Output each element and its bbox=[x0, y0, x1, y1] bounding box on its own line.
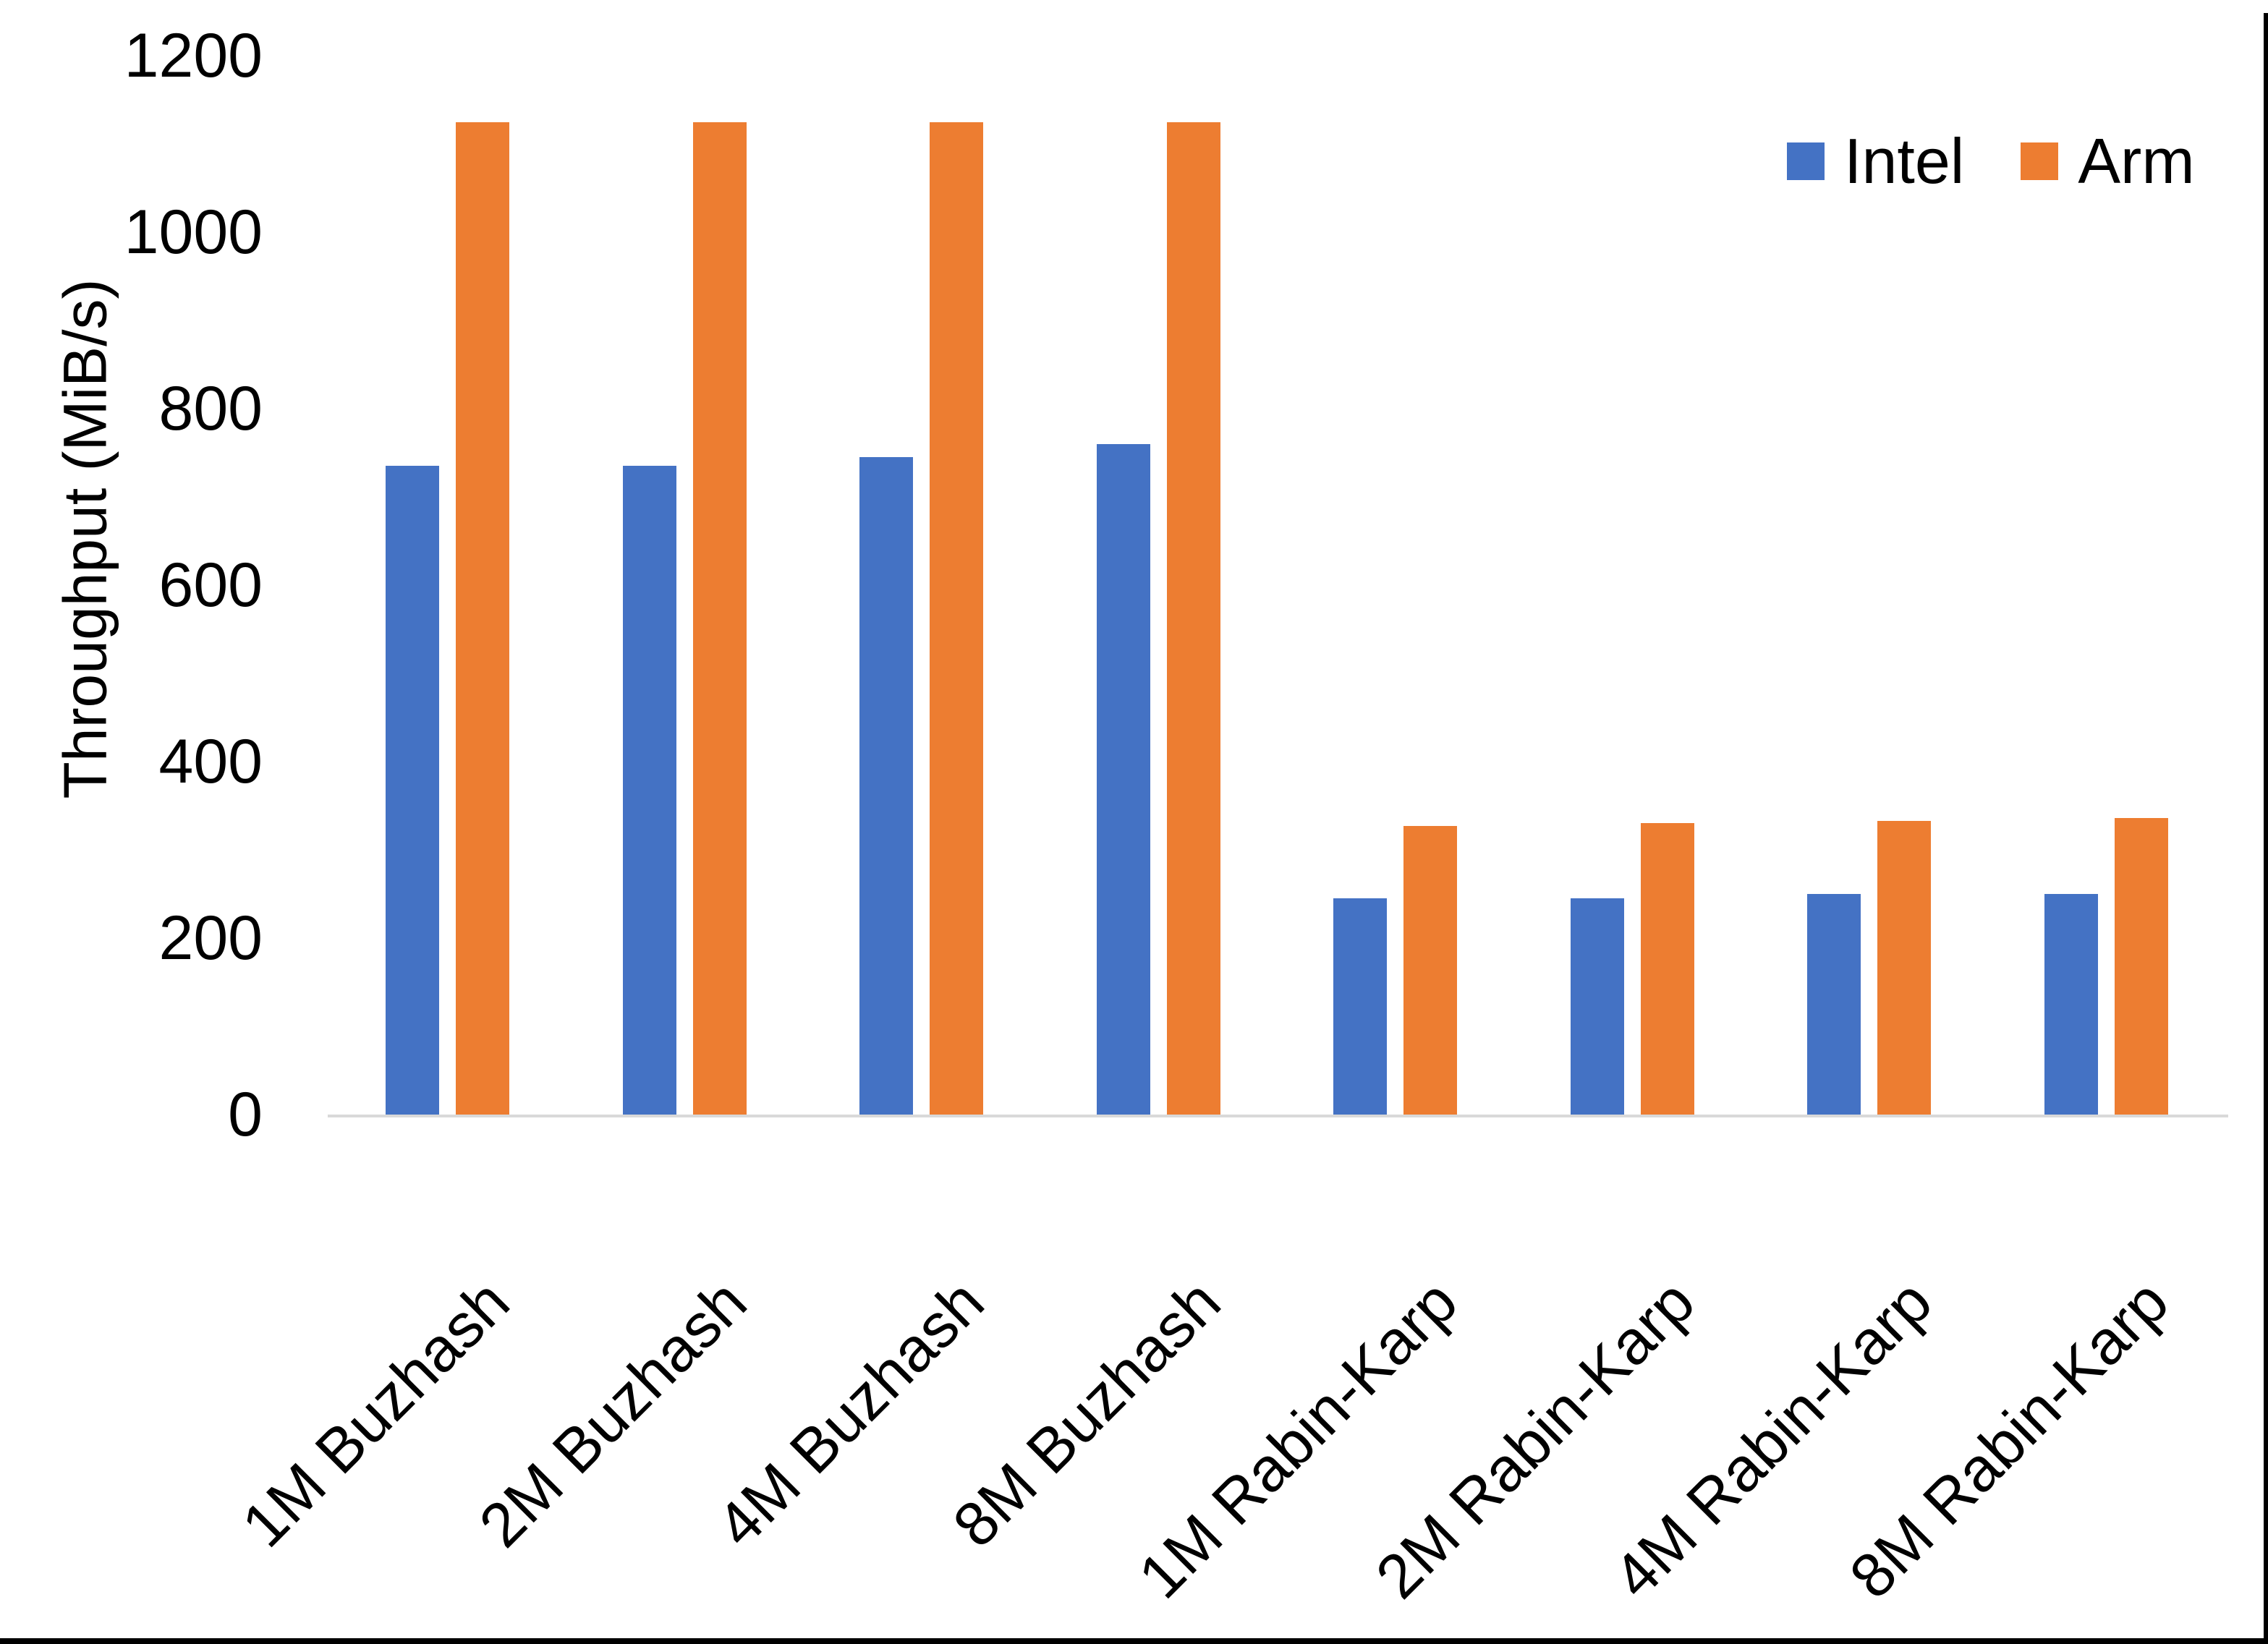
bar-arm-2m-buzhash bbox=[692, 122, 747, 1115]
legend-item-intel: Intel bbox=[1787, 129, 1964, 193]
bar-intel-2m-buzhash bbox=[622, 466, 676, 1115]
bar-intel-1m-rabin-karp bbox=[1333, 898, 1388, 1115]
y-tick-label-1000: 1000 bbox=[124, 197, 263, 267]
legend-swatch-intel bbox=[1787, 142, 1825, 180]
legend-item-arm: Arm bbox=[2021, 125, 2195, 197]
bar-arm-8m-buzhash bbox=[1166, 122, 1220, 1115]
bar-intel-8m-rabin-karp bbox=[2044, 894, 2098, 1115]
y-tick-label-1200: 1200 bbox=[124, 21, 263, 90]
legend-swatch-arm bbox=[2021, 142, 2059, 180]
legend-label-intel: Intel bbox=[1844, 125, 1965, 197]
y-tick-label-400: 400 bbox=[158, 727, 263, 796]
bottom-border-bar bbox=[0, 1638, 2268, 1644]
legend: Intel Arm bbox=[1787, 129, 2195, 193]
x-axis-line bbox=[328, 1115, 2228, 1117]
bar-arm-4m-buzhash bbox=[930, 122, 984, 1115]
bar-arm-1m-buzhash bbox=[456, 122, 509, 1115]
bar-intel-2m-rabin-karp bbox=[1570, 898, 1624, 1115]
bar-arm-1m-rabin-karp bbox=[1403, 826, 1458, 1115]
y-tick-label-0: 0 bbox=[228, 1080, 263, 1149]
legend-label-arm: Arm bbox=[2078, 125, 2195, 197]
y-tick-label-200: 200 bbox=[158, 903, 263, 973]
bar-intel-1m-buzhash bbox=[386, 466, 439, 1115]
bar-arm-8m-rabin-karp bbox=[2114, 818, 2168, 1115]
bar-arm-2m-rabin-karp bbox=[1640, 823, 1694, 1115]
y-tick-label-800: 800 bbox=[158, 374, 263, 443]
y-axis-title: Throughput (MiB/s) bbox=[51, 278, 119, 799]
bar-intel-4m-rabin-karp bbox=[1807, 894, 1861, 1115]
right-border-bar bbox=[2264, 13, 2268, 1644]
bar-arm-4m-rabin-karp bbox=[1877, 820, 1932, 1115]
y-tick-label-600: 600 bbox=[158, 550, 263, 620]
bar-intel-4m-buzhash bbox=[859, 457, 914, 1115]
bar-intel-8m-buzhash bbox=[1096, 443, 1150, 1115]
